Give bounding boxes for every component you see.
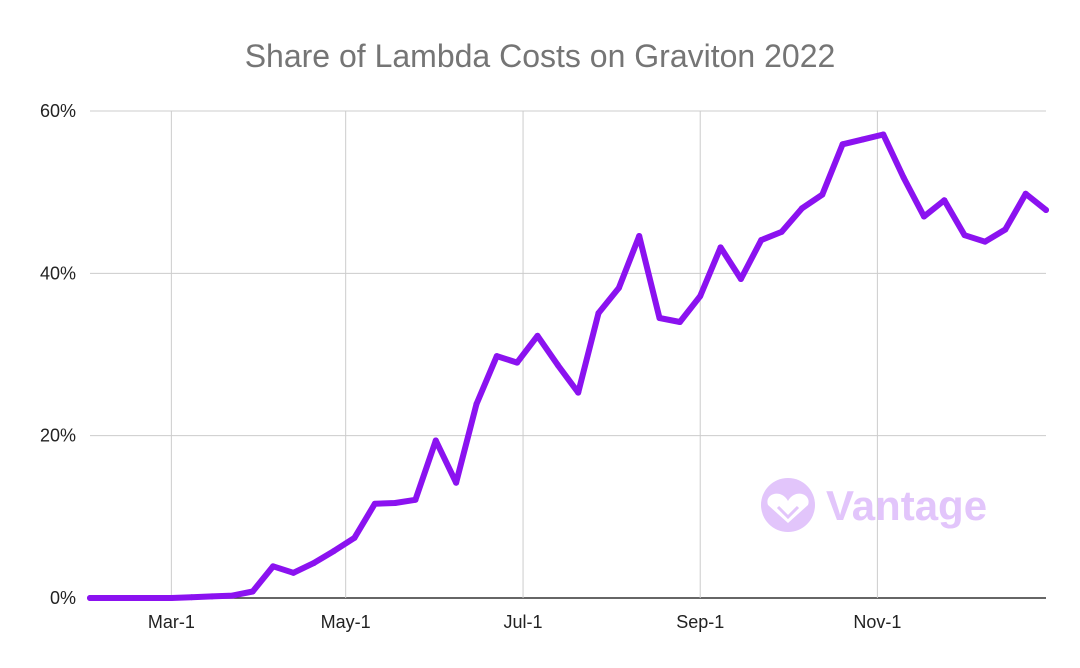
data-point (107, 595, 114, 601)
series-layer (87, 131, 1049, 601)
y-tick-label: 60% (40, 101, 76, 121)
vantage-watermark: Vantage (761, 478, 987, 532)
data-point (148, 595, 155, 601)
data-point (636, 232, 643, 239)
data-point (209, 593, 216, 600)
axis-layer: 0% 20% 40% 60% Mar-1 May-1 Jul-1 Sep-1 Nov-1 (40, 101, 901, 632)
data-point (554, 362, 561, 369)
data-point (981, 238, 988, 245)
y-tick-label: 0% (50, 588, 76, 608)
data-point (412, 496, 419, 503)
data-point (900, 174, 907, 181)
data-point (473, 401, 480, 408)
data-point (453, 479, 460, 486)
data-point (290, 569, 297, 576)
data-point (575, 389, 582, 396)
x-tick-label: Nov-1 (853, 612, 901, 632)
data-point (880, 131, 887, 138)
data-point (310, 560, 317, 567)
data-point (819, 191, 826, 198)
data-point (839, 141, 846, 148)
data-point (676, 319, 683, 326)
data-point (961, 232, 968, 239)
data-point (351, 534, 358, 541)
grid-layer (90, 110, 1046, 599)
data-point (941, 197, 948, 204)
data-point (188, 594, 195, 601)
data-point (392, 500, 399, 507)
data-point (493, 353, 500, 360)
vantage-heart-icon (767, 493, 809, 523)
data-point (859, 136, 866, 143)
x-tick-label: May-1 (321, 612, 371, 632)
data-point (1002, 226, 1009, 233)
data-point (432, 437, 439, 444)
data-point (615, 284, 622, 291)
data-point (1043, 207, 1049, 214)
data-point (229, 592, 236, 599)
data-point (697, 293, 704, 300)
x-tick-label: Mar-1 (148, 612, 195, 632)
data-point (595, 310, 602, 317)
data-point (534, 332, 541, 339)
data-point (798, 205, 805, 212)
data-point (737, 276, 744, 283)
data-point (758, 237, 765, 244)
vantage-watermark-text: Vantage (826, 482, 987, 529)
data-point (127, 595, 134, 601)
data-point (331, 547, 338, 554)
x-tick-label: Sep-1 (676, 612, 724, 632)
point-layer (87, 131, 1049, 601)
vantage-check-icon (776, 505, 800, 520)
data-point (270, 563, 277, 570)
data-point (514, 359, 521, 366)
y-tick-label: 20% (40, 426, 76, 446)
data-point (168, 595, 175, 601)
data-point (87, 595, 93, 601)
data-point (920, 213, 927, 220)
data-point (778, 228, 785, 235)
data-point (656, 314, 663, 321)
x-tick-label: Jul-1 (504, 612, 543, 632)
data-point (249, 588, 256, 595)
y-tick-label: 40% (40, 263, 76, 283)
data-point (371, 500, 378, 507)
data-point (717, 244, 724, 251)
data-point (1022, 190, 1029, 197)
series-line (87, 131, 1049, 601)
chart-title: Share of Lambda Costs on Graviton 2022 (245, 38, 836, 74)
